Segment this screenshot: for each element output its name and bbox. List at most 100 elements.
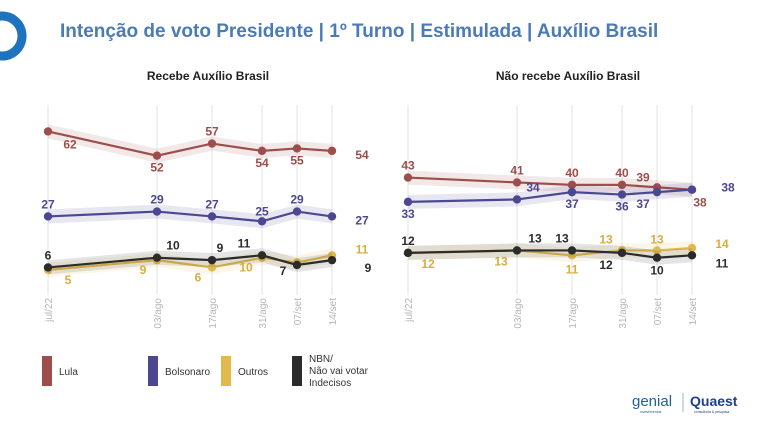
data-point: [327, 255, 337, 265]
legend-swatch: [221, 356, 231, 386]
legend-swatch: [42, 356, 52, 386]
series-line: [407, 188, 693, 203]
data-point: [652, 253, 662, 262]
data-point: [292, 144, 302, 153]
data-label: 11: [238, 236, 251, 250]
data-point: [152, 151, 162, 160]
brand-ring-icon: [0, 11, 27, 61]
data-point: [567, 187, 577, 197]
data-point: [257, 146, 267, 156]
data-point: [687, 185, 697, 194]
data-point: [207, 255, 217, 265]
data-label: 10: [166, 239, 180, 253]
series-band: [48, 204, 332, 229]
data-label: 12: [421, 257, 435, 271]
x-tick-label: jul/22: [404, 298, 415, 323]
x-tick-label: 07/set: [653, 298, 664, 325]
data-label: 11: [566, 262, 579, 276]
data-point: [567, 180, 577, 190]
data-point: [512, 178, 522, 187]
data-label: 9: [140, 263, 147, 277]
data-point: [617, 180, 627, 190]
quaest-logo: Quaest: [690, 393, 738, 409]
legend-swatch: [148, 356, 158, 386]
data-label: 10: [239, 261, 253, 275]
data-label: 39: [636, 170, 650, 184]
data-label: 62: [63, 137, 77, 151]
data-label: 13: [555, 231, 569, 245]
data-label: 11: [356, 242, 369, 256]
panel-recebe: Recebe Auxílio Brasil jul/22 03/ago 17/ago 3…: [41, 69, 371, 329]
data-point: [152, 253, 162, 262]
data-point: [652, 246, 662, 255]
data-label: 57: [205, 125, 219, 139]
data-label: 13: [599, 232, 613, 246]
data-label: 27: [205, 197, 219, 211]
data-label: 54: [355, 148, 369, 162]
series-line: [47, 254, 333, 271]
series-line: [407, 176, 693, 191]
x-tick-label: 07/set: [293, 298, 304, 325]
data-label: 29: [150, 193, 164, 207]
data-point: [292, 207, 302, 216]
data-point: [617, 190, 627, 199]
data-label: 29: [290, 193, 304, 207]
legend-item: Outros: [221, 356, 268, 386]
x-tick-label: 14/set: [328, 298, 339, 325]
x-tick-label: jul/22: [44, 298, 55, 323]
data-point: [207, 139, 217, 148]
data-label: 34: [526, 180, 540, 194]
data-label: 25: [255, 204, 269, 218]
data-label: 6: [195, 270, 202, 284]
data-point: [257, 251, 267, 260]
data-label: 6: [45, 248, 52, 262]
data-point: [43, 263, 53, 272]
data-label: 38: [721, 181, 735, 195]
series-line: [47, 210, 333, 223]
data-label: 9: [365, 261, 372, 275]
legend-item: Lula: [42, 356, 78, 386]
x-tick-label: 14/set: [688, 298, 699, 325]
data-label: 54: [255, 156, 269, 170]
data-label: 9: [217, 241, 224, 255]
legend-label: Lula: [59, 367, 78, 378]
data-label: 10: [650, 264, 664, 278]
data-point: [43, 127, 53, 136]
x-tick-label: 17/ago: [208, 298, 219, 329]
data-point: [687, 251, 697, 260]
data-label: 13: [528, 231, 542, 245]
genial-logo-sub: investimentos: [640, 410, 662, 414]
data-label: 5: [65, 273, 72, 287]
series-line: [407, 249, 693, 259]
x-tick-label: 31/ago: [618, 298, 629, 329]
series-band: [408, 243, 692, 265]
data-point: [327, 212, 337, 221]
data-point: [512, 195, 522, 204]
data-label: 13: [494, 254, 508, 268]
genial-logo: genial: [632, 393, 672, 410]
series-line: [47, 254, 333, 269]
data-point: [403, 197, 413, 207]
panel-nao-recebe: Não recebe Auxílio Brasil jul/22 03/ago 17/…: [401, 69, 735, 329]
data-label: 40: [615, 166, 629, 180]
data-label: 55: [290, 153, 304, 167]
data-point: [652, 187, 662, 197]
series-band: [408, 241, 692, 263]
data-label: 14: [715, 237, 729, 251]
data-label: 52: [150, 161, 164, 175]
data-point: [403, 173, 413, 182]
data-point: [327, 146, 337, 156]
data-label: 12: [401, 234, 415, 248]
data-label: 43: [401, 159, 415, 173]
page-title: Intenção de voto Presidente | 1º Turno |…: [60, 21, 658, 42]
data-label: 7: [280, 264, 287, 278]
data-label: 27: [355, 213, 369, 227]
data-label: 12: [599, 258, 613, 272]
legend-label: Indecisos: [309, 378, 351, 389]
data-point: [403, 248, 413, 258]
legend-label: Bolsonaro: [165, 367, 210, 378]
